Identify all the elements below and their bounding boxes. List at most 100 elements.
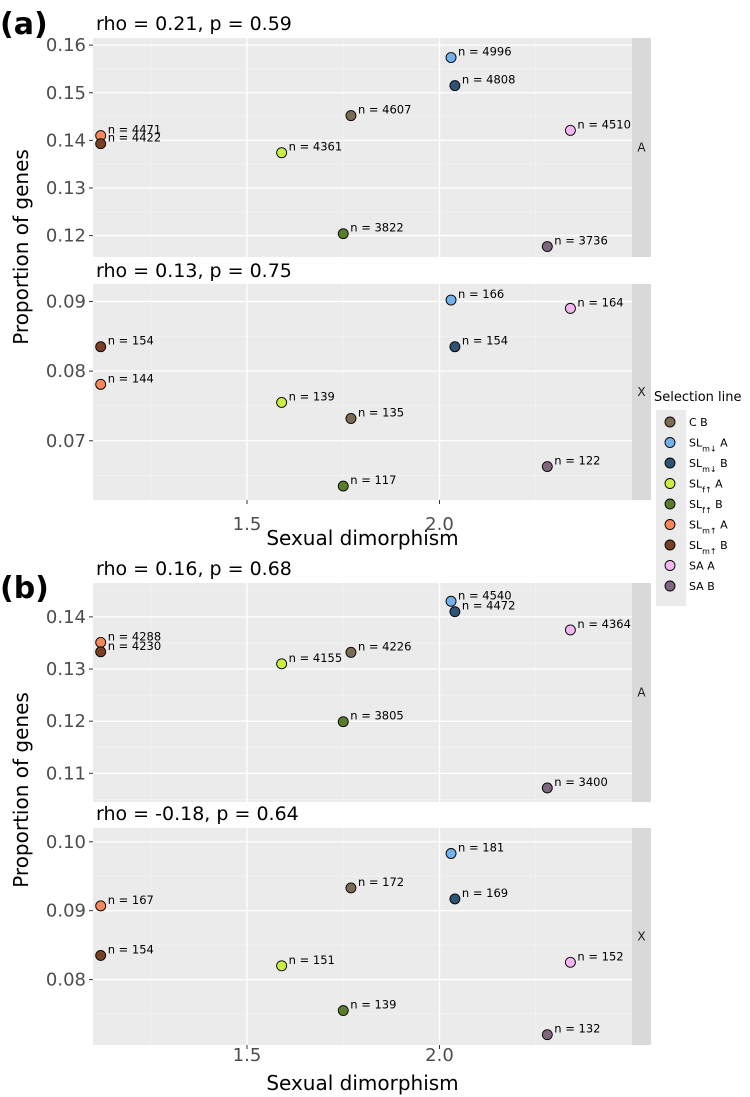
data-label: n = 144 <box>108 371 154 385</box>
data-point <box>95 341 107 353</box>
data-label: n = 135 <box>358 405 404 419</box>
legend-label-sub: f↑ <box>702 485 712 494</box>
legend-label-rest: A <box>712 478 723 491</box>
y-tick-label: 0.14 <box>46 130 86 151</box>
legend-label-base: SA B <box>689 580 715 593</box>
facet-strip-label: X <box>637 930 645 944</box>
data-point <box>541 782 553 794</box>
legend-label-sub: m↓ <box>702 465 717 474</box>
legend-item: SLm↓ B <box>664 457 728 474</box>
data-point <box>337 480 349 492</box>
data-point <box>564 302 576 314</box>
data-point <box>337 1005 349 1017</box>
data-label: n = 4288 <box>108 629 162 643</box>
data-point <box>337 716 349 728</box>
facet-strip <box>632 583 651 802</box>
y-tick-label: 0.13 <box>46 659 86 680</box>
legend-label: SLm↓ B <box>689 457 728 474</box>
facet-title: rho = 0.21, p = 0.59 <box>96 13 292 35</box>
legend-label-base: SL <box>689 519 703 532</box>
legend-label-base: SL <box>689 437 703 450</box>
data-label: n = 169 <box>462 886 508 900</box>
legend-swatch <box>664 580 676 592</box>
y-tick-label: 0.12 <box>46 711 86 732</box>
data-label: n = 4510 <box>577 117 631 131</box>
data-point <box>564 124 576 136</box>
x-axis-label: Sexual dimorphism <box>266 1071 458 1095</box>
data-point <box>95 378 107 390</box>
data-point <box>449 606 461 618</box>
data-point <box>276 147 288 159</box>
data-label: n = 4230 <box>108 639 162 653</box>
panel-label: (a) <box>0 7 48 42</box>
legend-label-sub: m↓ <box>702 444 717 453</box>
data-label: n = 122 <box>554 454 600 468</box>
legend-label-base: SL <box>689 478 703 491</box>
data-point <box>445 848 457 859</box>
data-label: n = 4607 <box>358 103 412 117</box>
legend-label-sub: f↑ <box>702 506 712 515</box>
legend-label-rest: A <box>717 437 728 450</box>
y-tick-label: 0.09 <box>46 291 86 312</box>
panel-b: (b) A 0.11 0.12 0.13 0.14 rho = 0.16, p = 0.68… <box>0 558 651 1095</box>
data-label: n = 181 <box>458 840 504 854</box>
facet-strip <box>632 284 651 500</box>
y-tick-label: 0.12 <box>46 226 86 247</box>
legend-label: SLm↑ B <box>689 539 728 556</box>
legend-label: SLf↑ A <box>689 478 723 495</box>
facet-strip-label: A <box>637 141 646 155</box>
legend-item: SLm↑ B <box>664 539 728 556</box>
y-tick-label: 0.13 <box>46 178 86 199</box>
facet-x: X 0.07 0.08 0.09 rho = 0.13, p = 0.75 n = 135… <box>46 260 651 500</box>
legend-swatch <box>664 437 676 448</box>
data-label: n = 132 <box>554 1022 600 1036</box>
data-label: n = 4155 <box>289 651 343 665</box>
plot-background <box>93 38 632 257</box>
data-point <box>95 646 107 658</box>
data-point <box>345 413 357 424</box>
legend-label-rest: B <box>712 498 723 511</box>
y-tick-label: 0.08 <box>46 361 86 382</box>
y-axis-label: Proportion of genes <box>9 692 33 888</box>
legend-swatch <box>664 519 676 530</box>
data-point <box>276 397 288 408</box>
facet-a: A 0.12 0.13 0.14 0.15 0.16 rho = 0.21, p = 0.5… <box>46 13 651 257</box>
legend-item: SA A <box>664 560 715 573</box>
data-label: n = 154 <box>108 334 154 348</box>
data-point <box>449 80 461 92</box>
legend-swatch <box>664 457 676 469</box>
legend-label-base: SL <box>689 498 703 511</box>
plot-background <box>93 284 632 500</box>
data-label: n = 4472 <box>462 599 516 613</box>
y-tick-label: 0.09 <box>46 901 86 922</box>
data-point <box>564 956 576 968</box>
data-label: n = 4422 <box>108 131 162 145</box>
legend-label: SA A <box>689 560 715 573</box>
data-point <box>345 882 357 894</box>
facet-x: X 0.08 0.09 0.10 rho = -0.18, p = 0.64 n = 17… <box>46 803 651 1045</box>
legend-label: C B <box>689 416 708 429</box>
legend-label-base: SL <box>689 457 703 470</box>
facet-strip-label: X <box>637 385 645 399</box>
legend-item: SLf↑ B <box>664 498 723 515</box>
legend-label-base: SA A <box>689 560 715 573</box>
data-point <box>345 110 357 122</box>
x-axis-label: Sexual dimorphism <box>266 526 458 550</box>
legend-item: SLm↓ A <box>664 437 728 453</box>
y-tick-label: 0.10 <box>46 832 86 853</box>
legend-label-rest: B <box>717 539 728 552</box>
legend-label: SLm↑ A <box>689 519 728 536</box>
data-point <box>445 595 457 607</box>
y-axis-label: Proportion of genes <box>9 149 33 345</box>
data-point <box>276 658 288 670</box>
data-label: n = 154 <box>462 334 508 348</box>
data-label: n = 3736 <box>554 234 608 248</box>
y-tick-label: 0.16 <box>46 35 86 56</box>
facet-title: rho = 0.16, p = 0.68 <box>96 558 292 580</box>
data-label: n = 4361 <box>289 140 343 154</box>
x-tick-label: 2.0 <box>425 514 454 535</box>
legend-item: SLf↑ A <box>664 478 723 495</box>
legend-swatch <box>664 498 676 510</box>
y-tick-label: 0.11 <box>46 763 86 784</box>
plot-background <box>93 583 632 802</box>
